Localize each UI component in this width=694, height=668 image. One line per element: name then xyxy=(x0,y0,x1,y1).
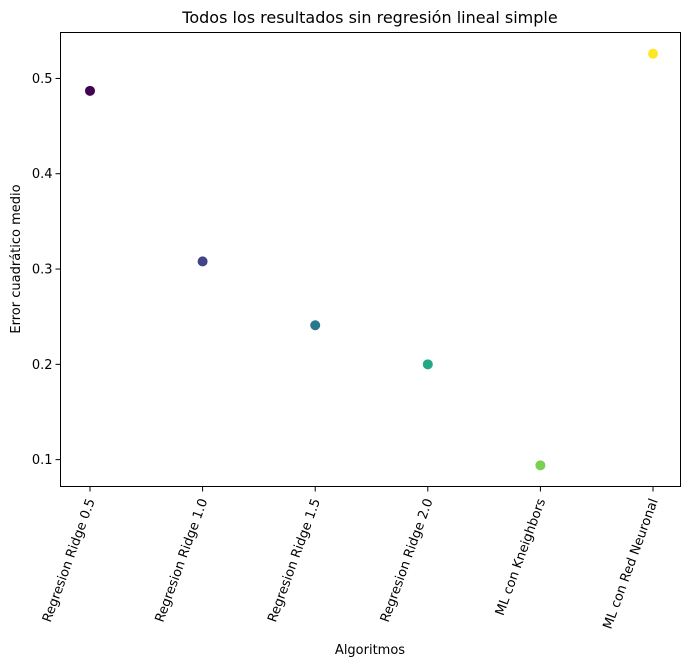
data-point xyxy=(422,359,433,370)
y-axis-ticks: 0.1 0.2 0.3 0.4 0.5 xyxy=(32,72,61,468)
y-tick-label: 0.3 xyxy=(32,263,53,278)
y-tick-label: 0.2 xyxy=(32,358,53,373)
y-tick-label: 0.1 xyxy=(32,453,53,468)
data-point xyxy=(197,256,208,267)
x-axis-label: Algoritmos xyxy=(335,643,405,658)
chart-title: Todos los resultados sin regresión linea… xyxy=(181,8,557,27)
data-point xyxy=(85,85,95,96)
y-tick-label: 0.4 xyxy=(32,167,53,182)
y-tick-label: 0.5 xyxy=(32,72,53,87)
y-axis-label: Error cuadrático medio xyxy=(9,184,24,333)
data-point xyxy=(535,460,546,471)
data-point xyxy=(310,320,321,331)
data-point xyxy=(648,48,658,59)
plot-area-frame xyxy=(60,32,681,487)
data-points xyxy=(85,48,658,471)
